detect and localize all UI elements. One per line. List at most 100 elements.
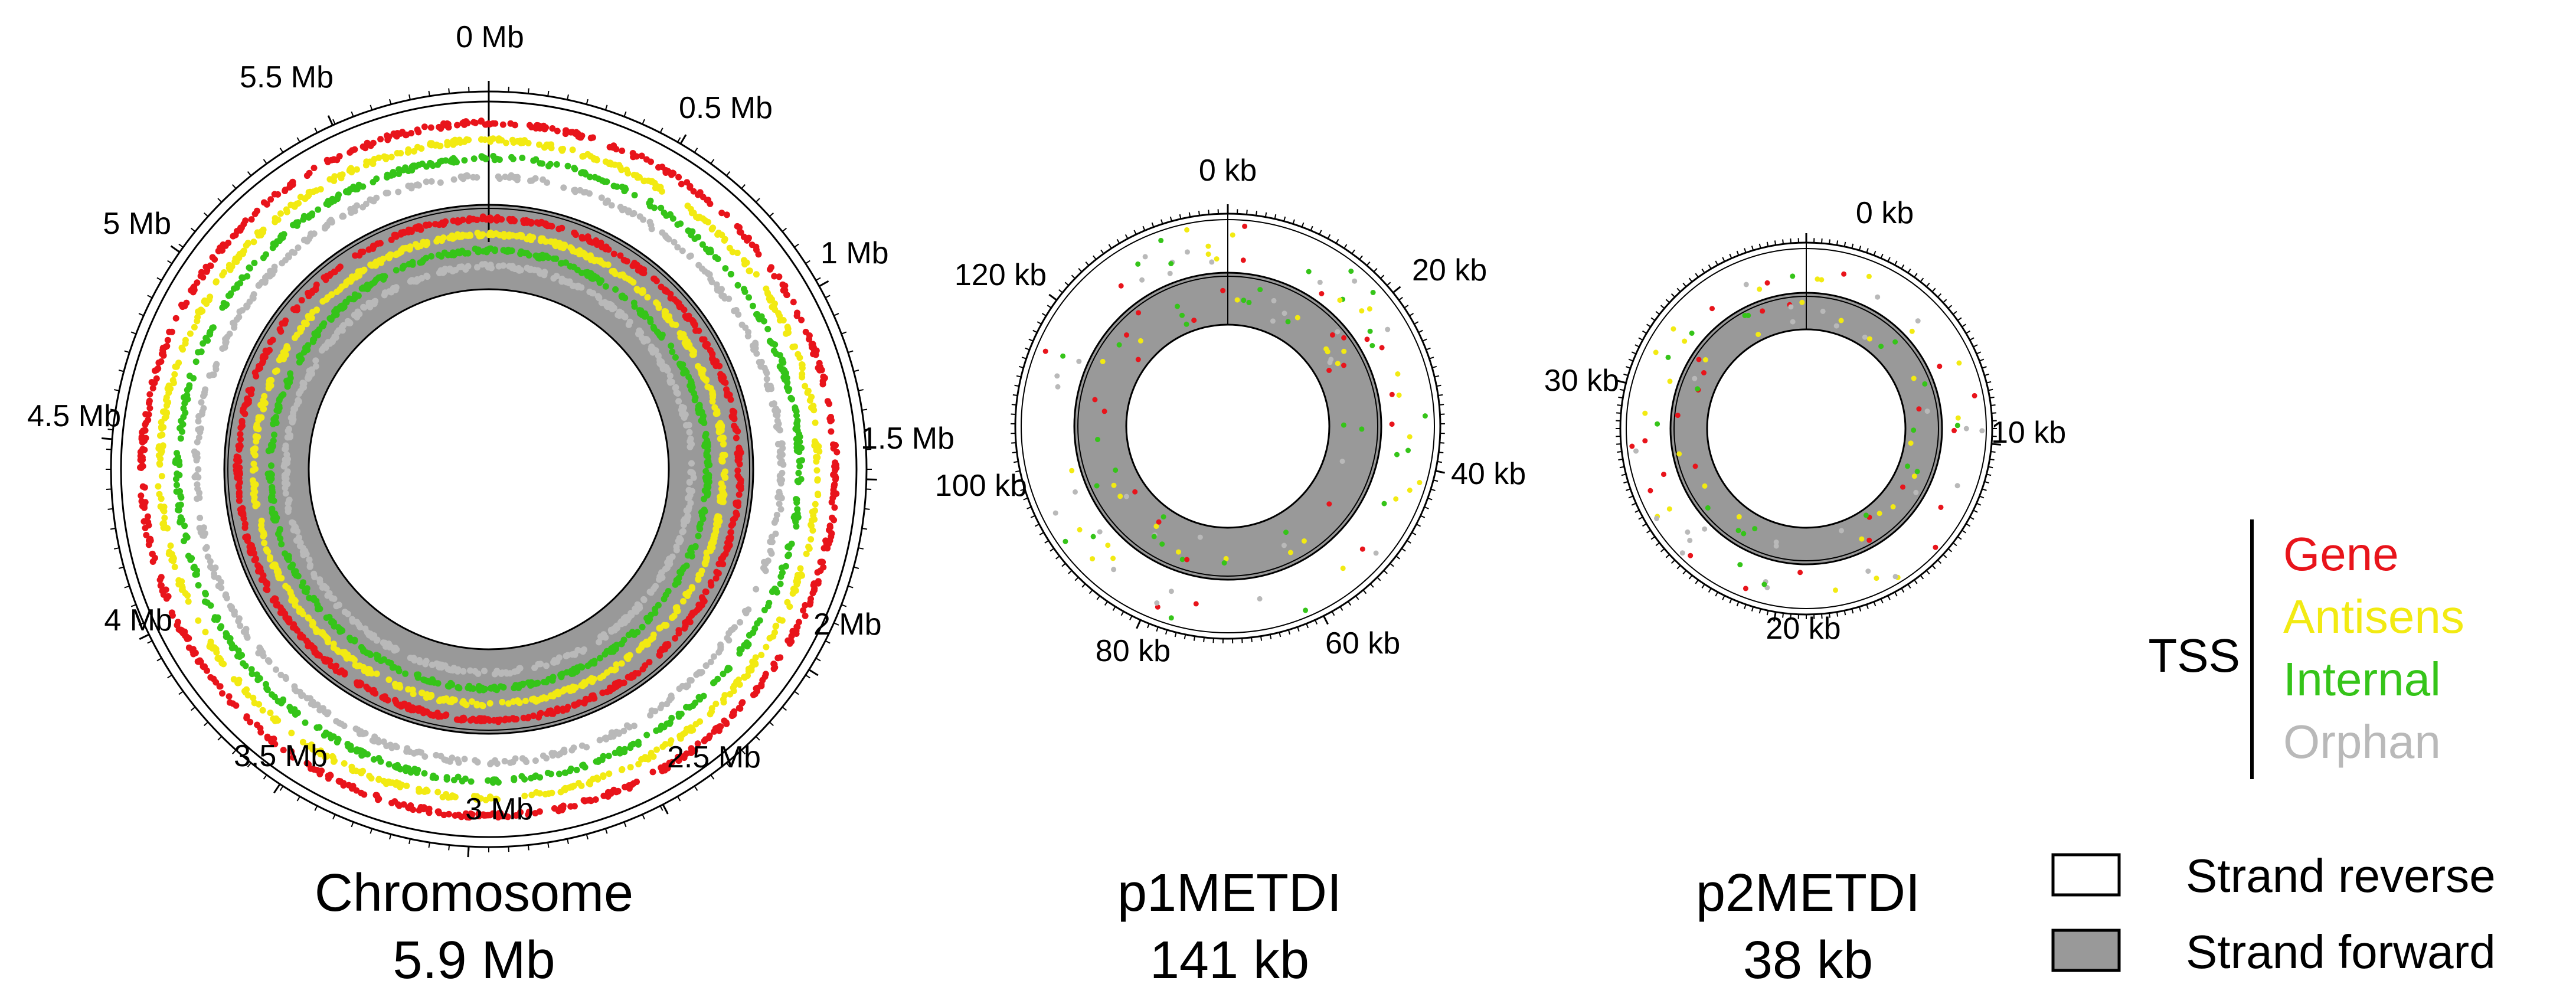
- major-tick: [139, 633, 150, 640]
- gene-tss-dot: [279, 320, 286, 327]
- gene-tss-dot: [137, 449, 144, 456]
- internal-tss-dot: [375, 755, 383, 761]
- internal-tss-dot: [677, 220, 684, 227]
- internal-tss-dot: [518, 773, 525, 780]
- minor-tick: [1156, 626, 1159, 632]
- minor-tick: [1715, 260, 1718, 266]
- gene-tss-dot: [298, 297, 305, 304]
- gene-tss-dot: [610, 250, 617, 257]
- internal-tss-dot: [204, 599, 211, 606]
- antisense-tss-dot: [627, 764, 634, 771]
- gene-tss-dot: [1220, 287, 1226, 293]
- minor-tick: [604, 828, 608, 834]
- gene-tss-dot: [468, 813, 475, 820]
- gene-tss-dot: [1193, 601, 1199, 607]
- minor-tick: [1638, 337, 1643, 341]
- minor-tick: [794, 243, 799, 248]
- internal-tss-dot: [322, 729, 329, 736]
- internal-tss-dot: [530, 157, 537, 164]
- gene-tss-dot: [144, 513, 151, 520]
- internal-tss-dot: [263, 681, 269, 688]
- minor-tick: [1828, 239, 1830, 244]
- orphan-tss-dot: [528, 177, 535, 184]
- orphan-tss-dot: [391, 286, 398, 293]
- antisense-tss-dot: [185, 598, 192, 605]
- internal-tss-dot: [704, 437, 711, 444]
- internal-tss-dot: [785, 551, 792, 558]
- internal-tss-dot: [639, 623, 646, 630]
- gene-tss-dot: [284, 617, 291, 624]
- gene-tss-dot: [331, 156, 338, 163]
- antisense-tss-dot: [814, 454, 821, 461]
- internal-tss-dot: [269, 486, 276, 493]
- gene-tss-dot: [656, 652, 663, 659]
- orphan-tss-dot: [447, 666, 455, 674]
- gene-tss-dot: [635, 670, 642, 677]
- gene-tss-dot: [574, 130, 581, 137]
- internal-tss-dot: [1369, 343, 1375, 348]
- antisense-tss-dot: [1337, 298, 1343, 303]
- antisense-tss-dot: [1100, 358, 1106, 364]
- tick-label-1-5mb: 1.5 Mb: [861, 421, 954, 456]
- antisense-tss-dot: [718, 498, 725, 505]
- orphan-tss-dot: [687, 443, 694, 450]
- orphan-tss-dot: [689, 470, 697, 477]
- gene-tss-dot: [381, 693, 388, 700]
- internal-tss-dot: [658, 204, 665, 211]
- minor-tick: [1025, 347, 1030, 351]
- minor-tick: [279, 786, 284, 791]
- minor-tick: [755, 736, 760, 741]
- orphan-tss-dot: [346, 319, 353, 326]
- antisense-tss-dot: [1117, 493, 1123, 499]
- orphan-tss-dot: [336, 720, 343, 727]
- orphan-tss-dot: [209, 371, 216, 378]
- internal-tss-dot: [704, 492, 711, 499]
- minor-tick: [1279, 632, 1282, 638]
- internal-tss-dot: [276, 403, 283, 410]
- internal-tss-dot: [278, 541, 285, 548]
- internal-tss-dot: [557, 672, 564, 678]
- minor-tick: [1037, 321, 1042, 325]
- orphan-tss-dot: [191, 448, 198, 455]
- orphan-tss-dot: [701, 268, 708, 275]
- antisense-tss-dot: [157, 503, 164, 510]
- antisense-tss-dot: [1294, 315, 1300, 321]
- minor-tick: [1055, 555, 1060, 560]
- gene-tss-dot: [572, 231, 579, 238]
- antisense-tss-dot: [404, 149, 411, 156]
- internal-tss-dot: [567, 765, 574, 772]
- antisense-tss-dot: [388, 153, 395, 161]
- minor-tick: [1395, 555, 1400, 560]
- orphan-tss-dot: [421, 753, 429, 760]
- minor-tick: [1074, 577, 1079, 581]
- minor-tick: [1682, 570, 1687, 575]
- internal-tss-dot: [1175, 303, 1180, 309]
- orphan-tss-dot: [686, 494, 693, 501]
- minor-tick: [147, 640, 153, 644]
- antisense-tss-dot: [235, 679, 242, 687]
- antisense-tss-dot: [618, 166, 625, 174]
- antisense-tss-dot: [501, 233, 508, 240]
- orphan-tss-dot: [195, 426, 202, 433]
- orphan-tss-dot: [295, 244, 302, 251]
- antisense-tss-dot: [370, 161, 377, 167]
- gene-tss-dot: [638, 152, 645, 159]
- gene-tss-dot: [629, 262, 636, 269]
- antisense-tss-dot: [764, 289, 771, 296]
- minor-tick: [1124, 234, 1129, 239]
- gene-tss-dot: [189, 646, 197, 653]
- gene-tss-dot: [374, 796, 381, 803]
- minor-tick: [204, 212, 209, 217]
- orphan-tss-dot: [685, 504, 692, 511]
- orphan-tss-dot: [482, 261, 489, 268]
- orphan-tss-dot: [1185, 249, 1190, 255]
- internal-tss-dot: [402, 764, 409, 771]
- gene-tss-dot: [172, 315, 179, 322]
- minor-tick: [217, 736, 223, 741]
- internal-tss-dot: [688, 378, 694, 385]
- gene-tss-dot: [290, 621, 298, 628]
- gene-tss-dot: [440, 221, 447, 228]
- internal-tss-dot: [335, 736, 342, 743]
- internal-tss-dot: [703, 450, 710, 457]
- antisense-tss-dot: [478, 701, 485, 708]
